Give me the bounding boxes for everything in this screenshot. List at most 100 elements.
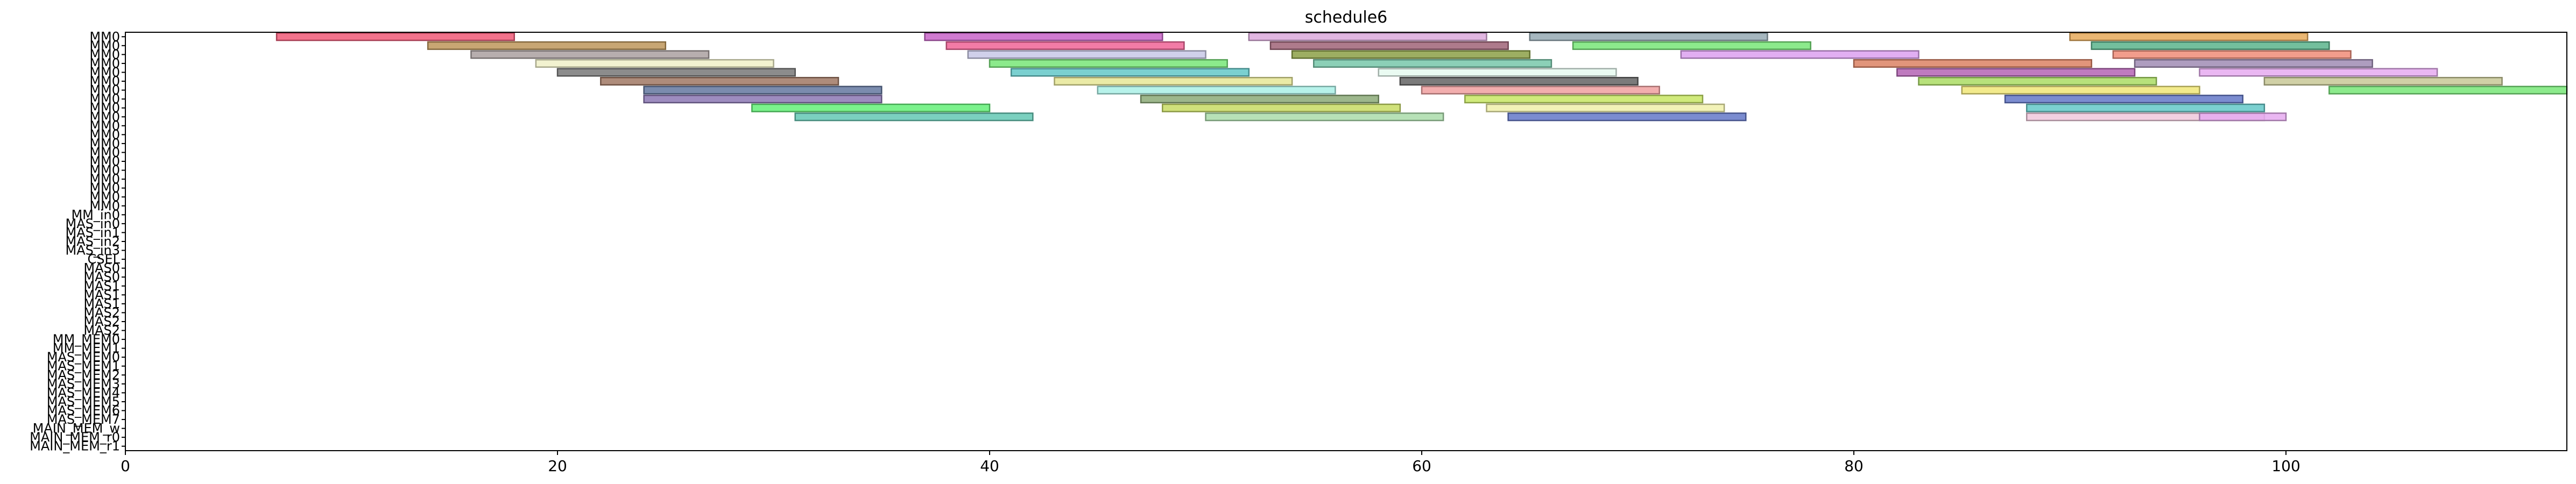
y-tick-label: MM0 (89, 145, 120, 160)
y-tick-label: MAS_MEM6 (47, 403, 120, 418)
y-tick-label: MAS2 (83, 305, 120, 320)
y-tick-label: MM0 (89, 101, 120, 116)
x-tick-label: 80 (1844, 457, 1864, 475)
y-tick-label: CSEL (87, 252, 120, 267)
task-bar (2091, 41, 2330, 50)
task-bar (556, 68, 796, 77)
y-tick-label: MAS2 (83, 323, 120, 338)
task-bar (1161, 103, 1401, 112)
task-bar (1918, 77, 2157, 86)
task-bar (1680, 50, 1919, 59)
task-bar (1486, 103, 1725, 112)
task-bar (2134, 59, 2373, 68)
y-tick-label: MM0 (89, 109, 120, 124)
y-tick-label: MAS_MEM7 (47, 412, 120, 427)
y-tick-label: MAS0 (83, 269, 120, 284)
task-bar (1054, 77, 1293, 86)
y-tick-label: MM0 (89, 91, 120, 106)
y-tick-label: MAS_in1 (65, 225, 120, 240)
y-tick-label: MAS_MEM4 (47, 385, 120, 400)
plot-frame (125, 32, 2567, 451)
y-tick-label: MM0 (89, 189, 120, 204)
y-tick-label: MM0 (89, 154, 120, 169)
task-bar (1853, 59, 2092, 68)
task-bar (276, 32, 515, 41)
y-tick-label: MAIN_MEM_r0 (30, 430, 120, 445)
y-tick-label: MAS_in2 (65, 234, 120, 249)
task-bar (1269, 41, 1509, 50)
y-tick-label: MAIN_MEM_r1 (30, 439, 120, 454)
task-bar (751, 103, 991, 112)
task-bar (1378, 68, 1617, 77)
task-bar (2025, 103, 2266, 112)
y-tick-label: MM0 (89, 118, 120, 133)
y-tick-label: MM_in0 (71, 207, 120, 222)
y-tick-label: MM0 (89, 198, 120, 213)
task-bar (470, 50, 710, 59)
task-bar (1313, 59, 1552, 68)
y-tick-label: MM0 (89, 38, 120, 53)
x-tick-label: 60 (1412, 457, 1431, 475)
task-bar (794, 112, 1034, 122)
y-tick-label: MAS_in0 (65, 216, 120, 231)
task-bar (1291, 50, 1531, 59)
task-bar (1399, 77, 1639, 86)
task-bar (535, 59, 774, 68)
y-tick-label: MM0 (89, 65, 120, 80)
task-bar (1464, 95, 1704, 104)
task-bar (1140, 95, 1379, 104)
y-tick-label: MAS1 (83, 279, 120, 294)
task-bar (1529, 32, 1768, 41)
y-tick-label: MM0 (89, 83, 120, 98)
task-bar (1097, 86, 1336, 95)
task-bar (2263, 77, 2503, 86)
y-tick-label: MAS2 (83, 314, 120, 329)
task-bar (2199, 68, 2438, 77)
task-bar (1961, 86, 2200, 95)
x-tick-label: 40 (980, 457, 999, 475)
task-bar (1248, 32, 1487, 41)
y-tick-label: MAS_MEM0 (47, 350, 120, 365)
y-tick-label: MM0 (89, 56, 120, 71)
y-tick-label: MM0 (89, 47, 120, 62)
y-axis-labels: MM0MM0MM0MM0MM0MM0MM0MM0MM0MM0MM0MM0MM0M… (30, 29, 125, 454)
y-tick-label: MAS1 (83, 296, 120, 311)
task-bar (945, 41, 1185, 50)
task-bar (2112, 50, 2352, 59)
task-bar (1507, 112, 1747, 122)
task-bar (1896, 68, 2136, 77)
chart-title: schedule6 (1305, 8, 1388, 27)
task-bars (276, 32, 2568, 122)
task-bar (2199, 112, 2287, 122)
y-tick-label: MM0 (89, 163, 120, 178)
x-tick-label: 20 (548, 457, 567, 475)
task-bar (643, 95, 883, 104)
task-bar (643, 86, 883, 95)
task-bar (1010, 68, 1250, 77)
y-tick-label: MAS1 (83, 287, 120, 302)
y-tick-label: MAS0 (83, 261, 120, 276)
x-axis: 0 20 40 60 80 100 (121, 451, 2300, 475)
task-bar (1421, 86, 1660, 95)
task-bar (2069, 32, 2309, 41)
y-tick-label: MAS_MEM5 (47, 394, 120, 409)
task-bar (427, 41, 667, 50)
y-tick-label: MM0 (89, 29, 120, 44)
y-tick-label: MM0 (89, 181, 120, 196)
task-bar (924, 32, 1163, 41)
y-tick-label: MM0 (89, 74, 120, 89)
task-bar (989, 59, 1228, 68)
y-tick-label: MAS_MEM1 (47, 359, 120, 374)
y-tick-label: MAS_MEM3 (47, 376, 120, 392)
task-bar (1205, 112, 1444, 122)
task-bar (2004, 95, 2243, 104)
y-tick-label: MAIN_MEM_w (33, 421, 120, 436)
y-tick-label: MM0 (89, 127, 120, 142)
task-bar (967, 50, 1206, 59)
y-tick-label: MM0 (89, 172, 120, 187)
task-bar (600, 77, 839, 86)
task-bar (2328, 86, 2568, 95)
task-bar (1572, 41, 1811, 50)
y-tick-label: MM_MEM1 (53, 341, 120, 356)
